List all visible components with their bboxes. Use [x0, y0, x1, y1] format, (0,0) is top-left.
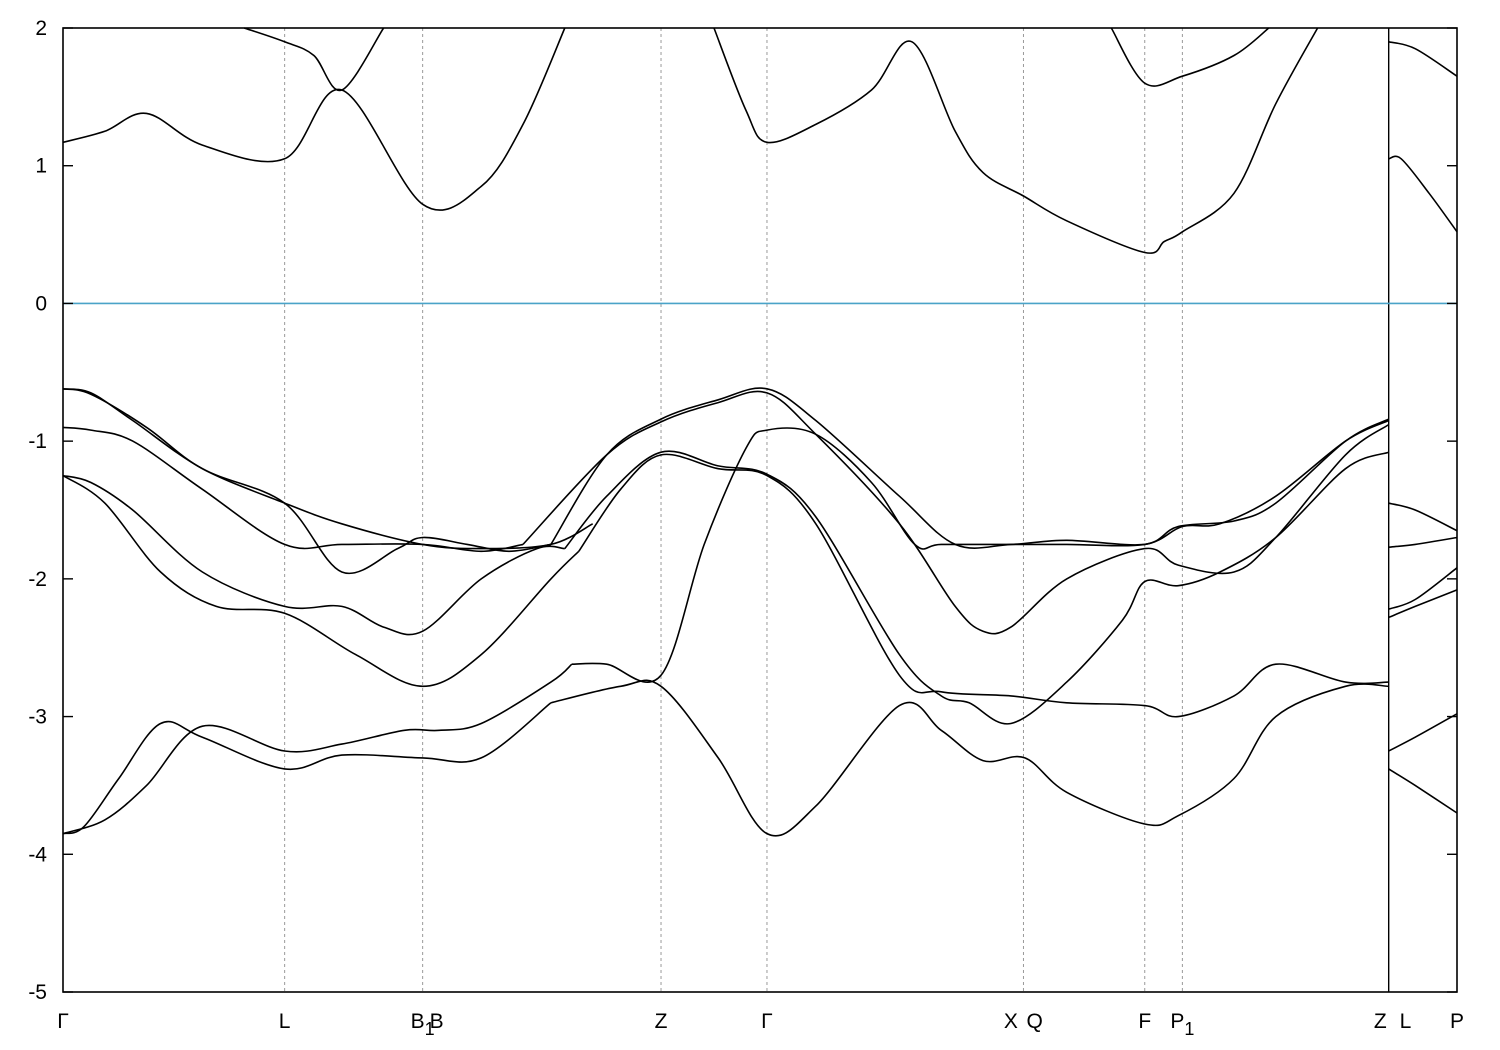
x-tick-label-10: Z: [1374, 1010, 1387, 1033]
band-segment-17: [1388, 41, 1458, 77]
y-tick-label: -5: [28, 981, 47, 1004]
x-tick-label-0: Γ: [57, 1010, 69, 1033]
x-tick-label-8: F: [1138, 1010, 1151, 1033]
band-segment-16: [1110, 27, 1270, 87]
band-segment-13: [62, 27, 566, 211]
band-segment-1: [571, 419, 1390, 683]
band-segment-20: [1388, 536, 1458, 548]
band-segment-5: [564, 450, 1389, 725]
y-tick-label: -1: [28, 430, 47, 453]
band-segment-4: [62, 474, 565, 636]
y-tick-label: 1: [35, 155, 47, 178]
x-tick-label-5: Γ: [761, 1010, 773, 1033]
x-axis-labels: Γ L B1B Z Γ X Q F P1 Z L P: [57, 1010, 1464, 1039]
x-tick-label-12: P: [1450, 1010, 1464, 1033]
x-tick-label-11: L: [1400, 1010, 1412, 1033]
y-tick-label: 0: [35, 292, 47, 315]
band-segment-19: [1388, 502, 1458, 532]
band-segment-22: [1388, 589, 1458, 619]
band-segment-15: [243, 27, 385, 91]
band-segment-9: [550, 387, 1390, 549]
band-segment-24: [1388, 768, 1458, 814]
band-segment-23: [1388, 713, 1458, 752]
x-tick-label-3: B: [430, 1010, 444, 1033]
band-segment-10: [62, 388, 594, 550]
high-symmetry-lines: [284, 28, 1390, 992]
x-tick-label-4: Z: [655, 1010, 668, 1033]
plot-frame: [62, 27, 1458, 993]
band-segment-3: [578, 453, 1389, 718]
y-tick-label: -2: [28, 568, 47, 591]
x-tick-label-7: Q: [1026, 1010, 1042, 1033]
y-tick-label: 2: [35, 17, 47, 40]
band-segment-18: [1388, 155, 1458, 233]
y-tick-label: -3: [28, 706, 47, 729]
band-segment-8: [62, 388, 552, 575]
band-segment-7: [522, 390, 1390, 635]
x-tick-label-6: X: [1004, 1010, 1018, 1033]
band-segment-12: [550, 679, 1389, 837]
band-lines: [62, 27, 1458, 837]
band-segment-2: [62, 474, 580, 688]
y-tick-label: -4: [28, 843, 47, 866]
band-segment-11: [62, 702, 552, 835]
x-tick-label-1: L: [279, 1010, 291, 1033]
band-segment-0: [62, 663, 573, 835]
band-segment-6: [62, 426, 524, 553]
y-axis-ticks: 2 1 0 -1 -2 -3 -4 -5: [28, 17, 1457, 1004]
band-segment-21: [1388, 567, 1458, 610]
x-tick-label-9: P1: [1170, 1010, 1194, 1039]
band-segment-14: [713, 27, 1319, 254]
